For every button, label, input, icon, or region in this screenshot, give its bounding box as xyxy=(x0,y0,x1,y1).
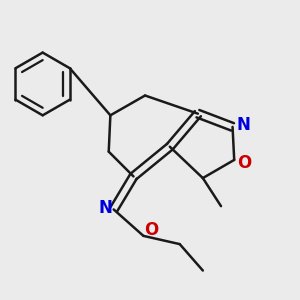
Text: N: N xyxy=(98,199,112,217)
Text: O: O xyxy=(145,221,159,239)
Text: O: O xyxy=(237,154,251,172)
Text: N: N xyxy=(237,116,251,134)
